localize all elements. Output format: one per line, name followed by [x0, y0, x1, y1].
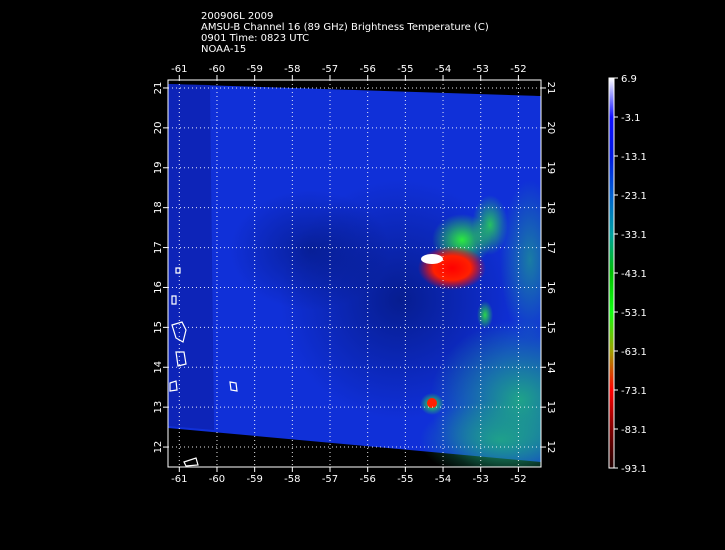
lon-tick-label: -53 — [473, 474, 489, 485]
swath-edge-darker — [168, 84, 214, 430]
lon-tick-label: -52 — [510, 474, 526, 485]
colorbar-tick-label: -3.1 — [621, 113, 641, 124]
lon-tick-label: -57 — [322, 64, 338, 75]
lat-tick-label: 15 — [545, 321, 556, 334]
convective-band — [477, 301, 493, 329]
convective-core — [418, 246, 486, 290]
island-coastline — [171, 295, 177, 305]
colorbar-labels: 6.9 -3.1 -13.1 -23.1 -33.1 -43.1 -53.1 -63.1 -73… — [614, 74, 647, 475]
lon-tick-label: -60 — [209, 474, 225, 485]
lat-lon-grid — [168, 80, 541, 467]
island-coastline — [229, 381, 238, 392]
colorbar-tick-label: -43.1 — [621, 269, 647, 280]
lon-tick-label: -59 — [246, 64, 262, 75]
lon-tick-label: -54 — [435, 474, 451, 485]
convective-core — [427, 398, 437, 408]
colorbar-ramp — [608, 77, 615, 469]
colorbar-tick-label: -93.1 — [621, 464, 647, 475]
lat-tick-label: 12 — [545, 441, 556, 454]
colorbar-tick-label: -23.1 — [621, 191, 647, 202]
lat-tick-label: 15 — [153, 321, 164, 334]
right-latitude-labels: 21 20 19 18 17 16 15 14 13 12 — [541, 82, 556, 454]
island-coastline — [175, 351, 187, 367]
top-longitude-labels: -61 -60 -59 -58 -57 -56 -55 -54 -53 -52 — [171, 64, 527, 80]
lon-tick-label: -52 — [510, 64, 526, 75]
lat-tick-label: 21 — [153, 82, 164, 95]
brightness-temperature-image — [168, 80, 541, 467]
convective-band — [472, 195, 508, 255]
island-coastline — [183, 457, 199, 467]
coldest-core — [421, 254, 443, 264]
lon-tick-label: -58 — [284, 474, 300, 485]
dark-region — [230, 190, 390, 310]
lat-tick-label: 21 — [545, 82, 556, 95]
left-latitude-labels: 21 20 19 18 17 16 15 14 13 12 — [153, 82, 168, 454]
bottom-longitude-labels: -61 -60 -59 -58 -57 -56 -55 -54 -53 -52 — [171, 467, 527, 485]
lon-tick-label: -55 — [397, 474, 413, 485]
lon-tick-label: -60 — [209, 64, 225, 75]
island-coastline — [175, 267, 181, 274]
product-header: 200906L 2009 AMSU-B Channel 16 (89 GHz) … — [201, 11, 489, 55]
lon-tick-label: -59 — [246, 474, 262, 485]
satellite-name: NOAA-15 — [201, 44, 247, 55]
island-coastline — [169, 380, 178, 392]
colorbar-tick-label: 6.9 — [621, 74, 637, 85]
colorbar-tick-label: -33.1 — [621, 230, 647, 241]
map-border — [167, 79, 542, 468]
lon-tick-label: -56 — [360, 474, 376, 485]
lat-tick-label: 13 — [545, 401, 556, 414]
lon-tick-label: -55 — [397, 64, 413, 75]
lat-tick-label: 14 — [153, 361, 164, 374]
lat-tick-label: 16 — [153, 281, 164, 294]
colorbar-tick-label: -53.1 — [621, 308, 647, 319]
colorbar-tick-label: -73.1 — [621, 386, 647, 397]
lon-tick-label: -56 — [360, 64, 376, 75]
sensor-description: AMSU-B Channel 16 (89 GHz) Brightness Te… — [201, 22, 489, 33]
colorbar: 6.9 -3.1 -13.1 -23.1 -33.1 -43.1 -53.1 -63.1 -73… — [608, 74, 647, 475]
lat-tick-label: 19 — [153, 161, 164, 174]
lon-tick-label: -58 — [284, 64, 300, 75]
lat-tick-label: 12 — [153, 441, 164, 454]
lat-tick-label: 17 — [545, 241, 556, 254]
storm-id-label: 200906L 2009 — [201, 11, 274, 22]
lat-tick-label: 14 — [545, 361, 556, 374]
lat-tick-label: 13 — [153, 401, 164, 414]
lat-tick-label: 17 — [153, 241, 164, 254]
lon-tick-label: -57 — [322, 474, 338, 485]
lat-tick-label: 20 — [153, 122, 164, 135]
lon-tick-label: -61 — [171, 474, 187, 485]
lon-tick-label: -54 — [435, 64, 451, 75]
island-coastline — [171, 321, 187, 343]
colorbar-tick-label: -83.1 — [621, 425, 647, 436]
warm-region — [500, 180, 541, 340]
lat-tick-label: 18 — [545, 201, 556, 214]
no-data-corner — [480, 80, 541, 96]
observation-time: 0901 Time: 0823 UTC — [201, 33, 310, 44]
warm-region — [420, 400, 541, 467]
lat-tick-label: 18 — [153, 201, 164, 214]
lon-tick-label: -53 — [473, 64, 489, 75]
colorbar-tick-label: -13.1 — [621, 152, 647, 163]
lat-tick-label: 19 — [545, 161, 556, 174]
coastlines — [169, 267, 238, 467]
lat-tick-label: 16 — [545, 281, 556, 294]
lat-tick-label: 20 — [545, 122, 556, 135]
colorbar-tick-label: -63.1 — [621, 347, 647, 358]
lon-tick-label: -61 — [171, 64, 187, 75]
